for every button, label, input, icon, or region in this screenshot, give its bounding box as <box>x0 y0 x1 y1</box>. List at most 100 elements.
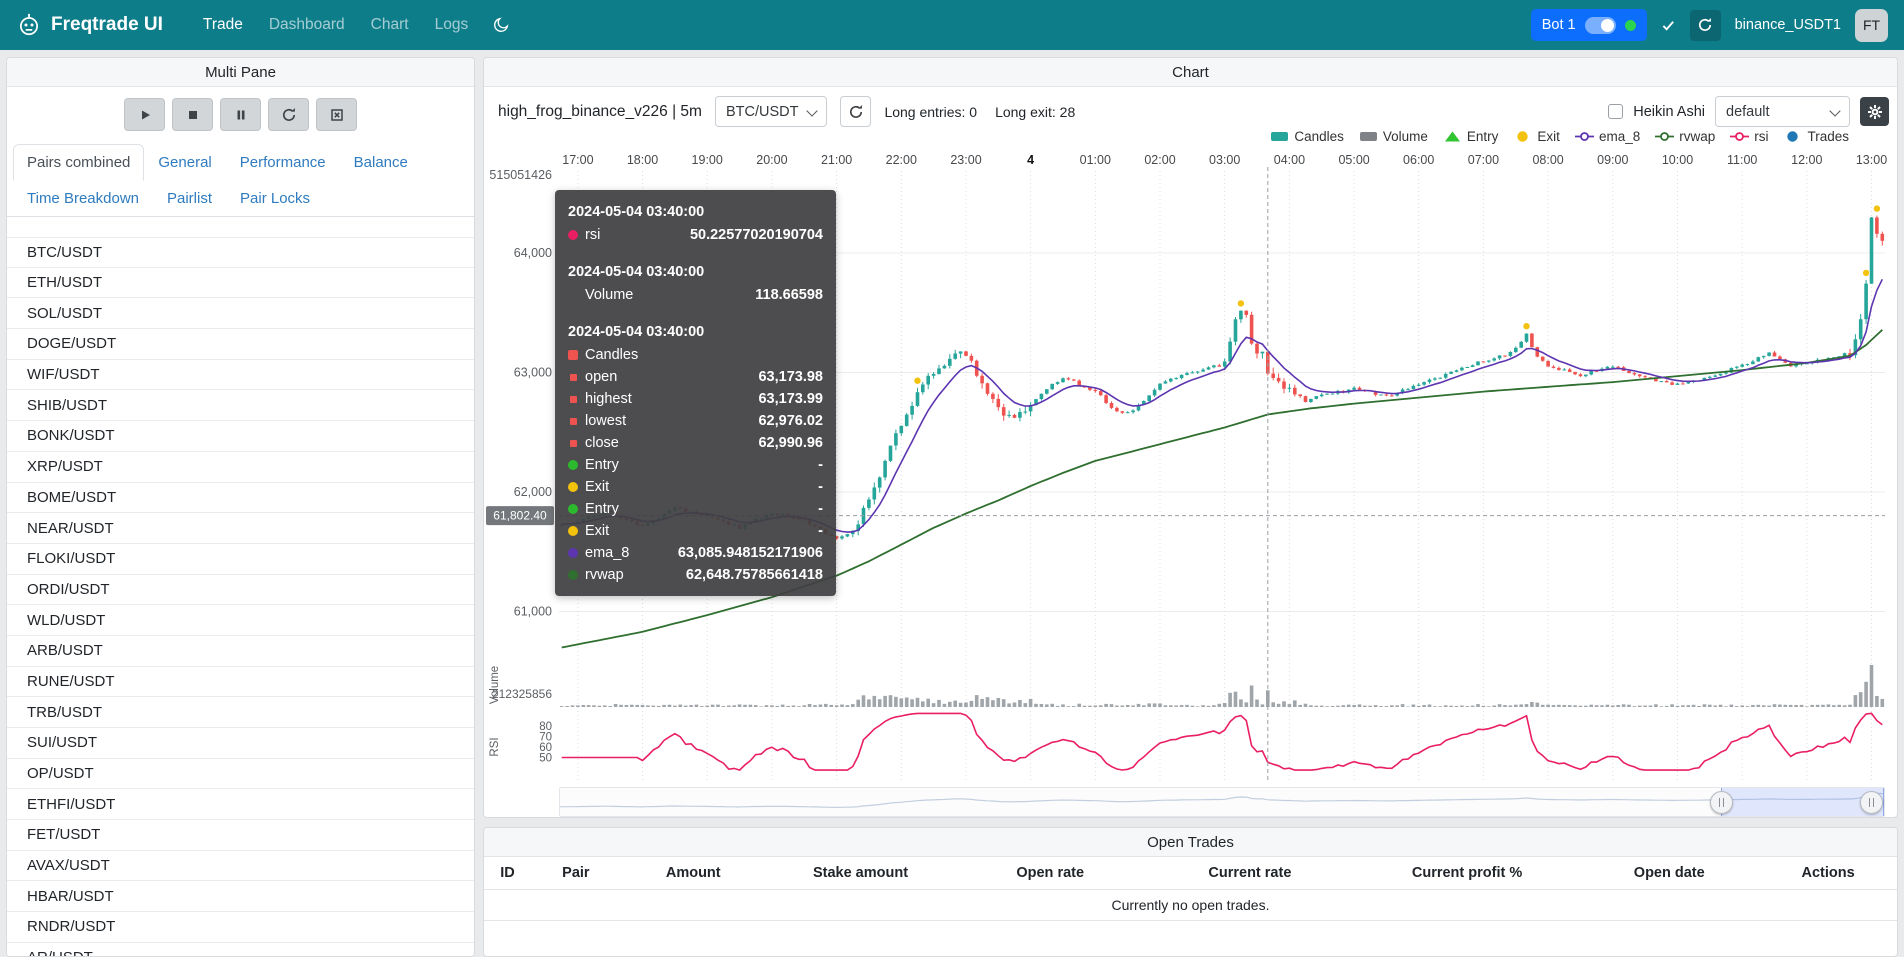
pair-list-item[interactable]: TRB/USDT <box>7 697 474 728</box>
chart-card: Chart high_frog_binance_v226 | 5m BTC/US… <box>483 57 1898 818</box>
navigator-left-handle[interactable] <box>1710 791 1733 814</box>
svg-text:10:00: 10:00 <box>1662 153 1693 167</box>
svg-text:23:00: 23:00 <box>950 153 981 167</box>
tab-balance[interactable]: Balance <box>353 154 408 171</box>
tab-pair-locks[interactable]: Pair Locks <box>240 190 311 207</box>
legend-exit[interactable]: Exit <box>1513 129 1560 144</box>
svg-text:20:00: 20:00 <box>756 153 787 167</box>
pair-list-item[interactable]: XRP/USDT <box>7 451 474 483</box>
bot-toggle-switch[interactable] <box>1584 16 1616 34</box>
pair-list-item[interactable]: HBAR/USDT <box>7 881 474 913</box>
navigator-selection[interactable] <box>1721 788 1884 816</box>
refresh-chart-button[interactable] <box>840 96 872 127</box>
column-header-amount[interactable]: Amount <box>665 865 721 881</box>
pair-list-item[interactable]: FLOKI/USDT <box>7 543 474 575</box>
theme-toggle-button[interactable] <box>492 16 510 34</box>
pair-select-value: BTC/USDT <box>725 103 799 120</box>
legend-candles[interactable]: Candles <box>1270 129 1344 144</box>
reload-data-button[interactable] <box>1689 9 1721 41</box>
tab-pairlist[interactable]: Pairlist <box>167 190 213 207</box>
bot-name: Bot 1 <box>1541 17 1576 33</box>
legend-rsi[interactable]: rsi <box>1730 129 1768 144</box>
pair-list-item[interactable]: SUI/USDT <box>7 728 474 759</box>
start-bot-button[interactable] <box>124 98 165 131</box>
candlestick-chart[interactable]: 64,000 63,000 62,000 61,000 17:00 18:00 19:00 2… <box>484 153 1898 783</box>
legend-rvwap[interactable]: rvwap <box>1655 129 1715 144</box>
pause-bot-button[interactable] <box>220 98 261 131</box>
refresh-icon <box>849 104 863 118</box>
pair-list-item[interactable]: FET/USDT <box>7 820 474 851</box>
legend-entry[interactable]: Entry <box>1443 129 1498 144</box>
svg-text:08:00: 08:00 <box>1532 153 1563 167</box>
pair-list-item[interactable]: AVAX/USDT <box>7 850 474 882</box>
pair-select[interactable]: BTC/USDT <box>714 96 828 127</box>
chart-navigator[interactable] <box>559 787 1885 817</box>
multi-pane-title: Multi Pane <box>205 63 276 81</box>
legend-marker-icon <box>1574 132 1594 141</box>
tab-general[interactable]: General <box>158 154 212 171</box>
reload-config-button[interactable] <box>268 98 309 131</box>
column-header-current-profit-[interactable]: Current profit % <box>1411 865 1523 881</box>
plot-config-select[interactable]: default <box>1715 96 1850 127</box>
navigator-sparkline <box>559 792 1885 809</box>
legend-volume[interactable]: Volume <box>1359 129 1428 144</box>
bot-online-indicator-icon <box>1624 19 1636 31</box>
pair-list-item[interactable]: AR/USDT <box>7 942 474 956</box>
pair-list-item[interactable]: RNDR/USDT <box>7 912 474 943</box>
stop-bot-button[interactable] <box>172 98 213 131</box>
bot-selector[interactable]: Bot 1 <box>1530 9 1647 41</box>
play-icon <box>141 110 150 119</box>
heikin-ashi-checkbox[interactable] <box>1608 104 1624 119</box>
empty-trades-row: Currently no open trades. <box>484 889 1897 921</box>
tab-pairs-combined[interactable]: Pairs combined <box>13 144 145 181</box>
svg-text:01:00: 01:00 <box>1080 153 1111 167</box>
pair-list-item[interactable]: RUNE/USDT <box>7 666 474 698</box>
pair-list-item[interactable]: NEAR/USDT <box>7 513 474 544</box>
svg-text:61,802.40: 61,802.40 <box>493 509 547 523</box>
moon-icon <box>494 17 509 32</box>
nav-link-trade[interactable]: Trade <box>202 16 243 33</box>
pair-list-item[interactable]: OP/USDT <box>7 758 474 790</box>
pair-list-item[interactable]: ETHFI/USDT <box>7 789 474 821</box>
user-avatar[interactable]: FT <box>1855 8 1888 42</box>
pair-list-item[interactable]: ARB/USDT <box>7 635 474 667</box>
tab-time-breakdown[interactable]: Time Breakdown <box>27 190 139 207</box>
multi-pane-tabs: Pairs combined General Performance Balance T… <box>7 131 474 217</box>
svg-text:515051426: 515051426 <box>489 168 552 182</box>
legend-ema_8[interactable]: ema_8 <box>1574 129 1640 144</box>
navigator-right-handle[interactable] <box>1860 791 1883 814</box>
nav-link-chart[interactable]: Chart <box>370 16 409 33</box>
svg-text:80: 80 <box>539 721 552 733</box>
legend-marker-icon <box>1730 132 1750 141</box>
pair-list-item[interactable]: WIF/USDT <box>7 359 474 391</box>
brand[interactable]: Freqtrade UI <box>16 12 163 38</box>
nav-links: Trade Dashboard Chart Logs <box>193 10 478 40</box>
column-header-pair[interactable]: Pair <box>562 865 590 881</box>
cancel-open-orders-button[interactable] <box>316 98 357 131</box>
tab-performance[interactable]: Performance <box>239 154 326 171</box>
nav-link-dashboard[interactable]: Dashboard <box>268 16 345 33</box>
instance-name: binance_USDT1 <box>1734 17 1841 33</box>
plot-settings-button[interactable] <box>1860 97 1889 126</box>
pair-list-item[interactable]: WLD/USDT <box>7 605 474 636</box>
legend-trades[interactable]: Trades <box>1783 129 1849 144</box>
nav-link-logs[interactable]: Logs <box>434 16 469 33</box>
pair-list-item[interactable]: DOGE/USDT <box>7 329 474 360</box>
svg-text:212325856: 212325856 <box>492 687 552 701</box>
column-header-stake-amount[interactable]: Stake amount <box>812 865 909 881</box>
pair-list-item[interactable]: BOME/USDT <box>7 482 474 514</box>
column-header-open-date[interactable]: Open date <box>1633 865 1705 881</box>
pair-list-item[interactable]: SOL/USDT <box>7 298 474 330</box>
column-header-id[interactable]: ID <box>500 865 515 881</box>
pair-list-item[interactable]: ORDI/USDT <box>7 574 474 606</box>
column-header-actions[interactable]: Actions <box>1801 865 1855 881</box>
pair-list-item[interactable]: BONK/USDT <box>7 421 474 452</box>
pause-icon <box>237 110 244 119</box>
legend-marker-icon <box>1359 132 1377 141</box>
pair-list-item[interactable]: ETH/USDT <box>7 267 474 299</box>
pair-list-item[interactable]: SHIB/USDT <box>7 390 474 422</box>
column-header-current-rate[interactable]: Current rate <box>1208 865 1292 881</box>
pair-list-item[interactable]: BTC/USDT <box>7 237 474 268</box>
legend-marker-icon <box>1444 131 1460 142</box>
column-header-open-rate[interactable]: Open rate <box>1016 865 1085 881</box>
